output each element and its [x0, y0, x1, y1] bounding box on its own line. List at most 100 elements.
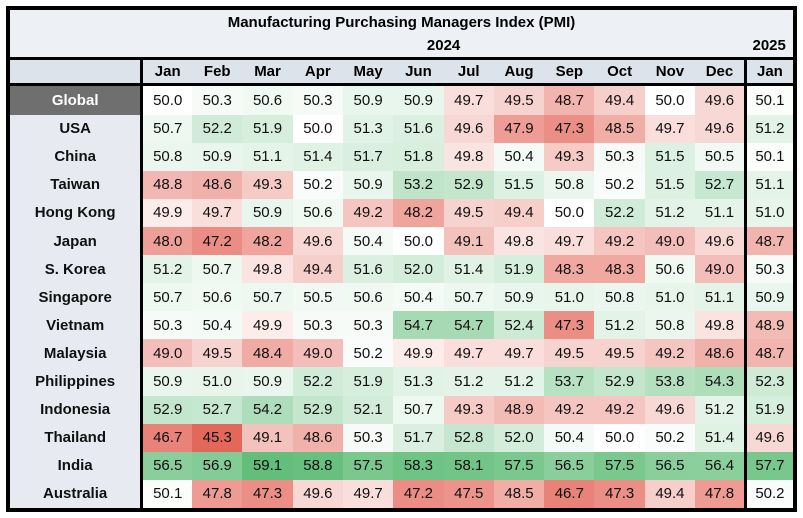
pmi-cell: 47.2 — [192, 226, 243, 256]
pmi-cell: 50.7 — [242, 283, 293, 312]
pmi-cell: 49.5 — [192, 339, 243, 368]
pmi-cell: 49.3 — [544, 142, 595, 171]
table-row: China 50.8 50.9 51.1 51.4 51.7 51.8 49.8 50.4 49.… — [10, 142, 793, 171]
pmi-cell: 49.9 — [393, 339, 444, 368]
pmi-cell: 50.3 — [342, 311, 394, 340]
pmi-cell: 49.5 — [443, 198, 494, 227]
table-row: Hong Kong 49.9 49.7 50.9 50.6 49.2 48.2 49.5 49.… — [10, 198, 793, 227]
pmi-cell: 50.8 — [594, 283, 645, 312]
pmi-cell: 52.9 — [443, 170, 494, 199]
pmi-cell: 56.5 — [544, 451, 595, 480]
table-row: Malaysia 49.0 49.5 48.4 49.0 50.2 49.9 49.7 49.7… — [10, 339, 793, 368]
pmi-cell: 51.2 — [140, 255, 193, 284]
pmi-cell: 50.6 — [242, 84, 293, 115]
table-row: Singapore 50.7 50.6 50.7 50.5 50.6 50.4 50.7 50.… — [10, 283, 793, 312]
table-row: Global 50.0 50.3 50.6 50.3 50.9 50.9 49.7 49.5 48… — [10, 84, 793, 115]
pmi-cell: 51.0 — [544, 283, 595, 312]
pmi-cell: 56.5 — [140, 451, 193, 480]
pmi-cell: 50.3 — [192, 84, 243, 115]
table-row: Taiwan 48.8 48.6 49.3 50.2 50.9 53.2 52.9 51.5 50… — [10, 170, 793, 199]
pmi-cell: 54.7 — [393, 311, 444, 340]
pmi-cell: 51.6 — [393, 114, 444, 143]
pmi-cell: 53.7 — [544, 367, 595, 396]
pmi-cell: 50.0 — [644, 84, 696, 115]
pmi-cell: 49.3 — [242, 170, 293, 199]
pmi-cell: 49.0 — [292, 339, 343, 368]
pmi-cell: 50.0 — [292, 114, 343, 143]
pmi-cell: 49.8 — [242, 255, 293, 284]
pmi-cell: 49.6 — [644, 395, 696, 424]
pmi-cell: 51.7 — [342, 142, 394, 171]
pmi-cell: 49.9 — [140, 198, 193, 227]
table-row: S. Korea 51.2 50.7 49.8 49.4 51.6 52.0 51.4 51.9… — [10, 255, 793, 284]
pmi-cell: 51.4 — [292, 142, 343, 171]
pmi-cell: 48.6 — [192, 170, 243, 199]
pmi-cell: 50.9 — [493, 283, 545, 312]
pmi-cell: 52.9 — [292, 395, 343, 424]
pmi-cell: 49.0 — [644, 226, 696, 256]
pmi-cell: 45.3 — [192, 423, 243, 452]
row-label-vietnam: Vietnam — [10, 311, 142, 340]
pmi-cell: 50.3 — [292, 84, 343, 115]
pmi-cell: 51.3 — [342, 114, 394, 143]
row-label-s-korea: S. Korea — [10, 255, 142, 284]
pmi-cell: 48.8 — [140, 170, 193, 199]
pmi-cell: 59.1 — [242, 451, 293, 480]
month-header-jan-2025: Jan — [743, 58, 793, 86]
pmi-cell: 49.4 — [292, 255, 343, 284]
pmi-cell: 56.9 — [192, 451, 243, 480]
pmi-cell: 50.9 — [242, 198, 293, 227]
pmi-cell: 50.7 — [443, 283, 494, 312]
pmi-cell: 51.1 — [695, 198, 746, 227]
row-label-indonesia: Indonesia — [10, 395, 142, 424]
table-row: Australia 50.1 47.8 47.3 49.6 49.7 47.2 47.5 48.… — [10, 479, 793, 508]
pmi-cell: 48.3 — [594, 255, 645, 284]
pmi-cell: 50.9 — [342, 84, 394, 115]
month-header-dec: Dec — [695, 58, 746, 86]
pmi-cell: 50.8 — [140, 142, 193, 171]
pmi-cell: 51.2 — [644, 198, 696, 227]
pmi-cell: 49.2 — [342, 198, 394, 227]
month-header-sep: Sep — [544, 58, 595, 86]
pmi-cell: 50.6 — [192, 283, 243, 312]
pmi-cell: 57.7 — [743, 451, 793, 480]
pmi-cell: 54.3 — [695, 367, 746, 396]
pmi-cell: 50.0 — [393, 226, 444, 256]
row-label-malaysia: Malaysia — [10, 339, 142, 368]
pmi-cell: 58.1 — [443, 451, 494, 480]
pmi-cell: 49.6 — [743, 423, 793, 452]
pmi-cell: 50.9 — [140, 367, 193, 396]
pmi-cell: 51.1 — [743, 170, 793, 199]
pmi-cell: 49.5 — [544, 339, 595, 368]
pmi-cell: 58.8 — [292, 451, 343, 480]
month-header-may: May — [342, 58, 394, 86]
pmi-cell: 50.2 — [594, 170, 645, 199]
pmi-cell: 49.6 — [443, 114, 494, 143]
pmi-cell: 50.8 — [644, 311, 696, 340]
pmi-cell: 48.2 — [393, 198, 444, 227]
pmi-cell: 51.2 — [443, 367, 494, 396]
table-row: USA 50.7 52.2 51.9 50.0 51.3 51.6 49.6 47.9 47.3 4… — [10, 114, 793, 143]
row-label-hong-kong: Hong Kong — [10, 198, 142, 227]
pmi-heatmap-table: Manufacturing Purchasing Managers Index … — [6, 6, 797, 512]
pmi-cell: 49.4 — [594, 84, 645, 115]
pmi-cell: 49.1 — [443, 226, 494, 256]
pmi-cell: 49.6 — [695, 226, 746, 256]
pmi-cell: 52.0 — [493, 423, 545, 452]
pmi-cell: 51.8 — [393, 142, 444, 171]
pmi-cell: 52.9 — [594, 367, 645, 396]
pmi-cell: 49.4 — [644, 479, 696, 508]
data-table: Manufacturing Purchasing Managers Index … — [10, 10, 793, 508]
pmi-cell: 49.7 — [342, 479, 394, 508]
pmi-cell: 52.2 — [292, 367, 343, 396]
row-label-global: Global — [10, 84, 142, 115]
pmi-cell: 50.4 — [342, 226, 394, 256]
pmi-cell: 47.8 — [192, 479, 243, 508]
pmi-cell: 51.9 — [342, 367, 394, 396]
pmi-cell: 51.1 — [695, 283, 746, 312]
row-label-usa: USA — [10, 114, 142, 143]
pmi-cell: 49.2 — [594, 226, 645, 256]
pmi-cell: 49.1 — [242, 423, 293, 452]
pmi-cell: 48.2 — [242, 226, 293, 256]
pmi-cell: 52.0 — [393, 255, 444, 284]
